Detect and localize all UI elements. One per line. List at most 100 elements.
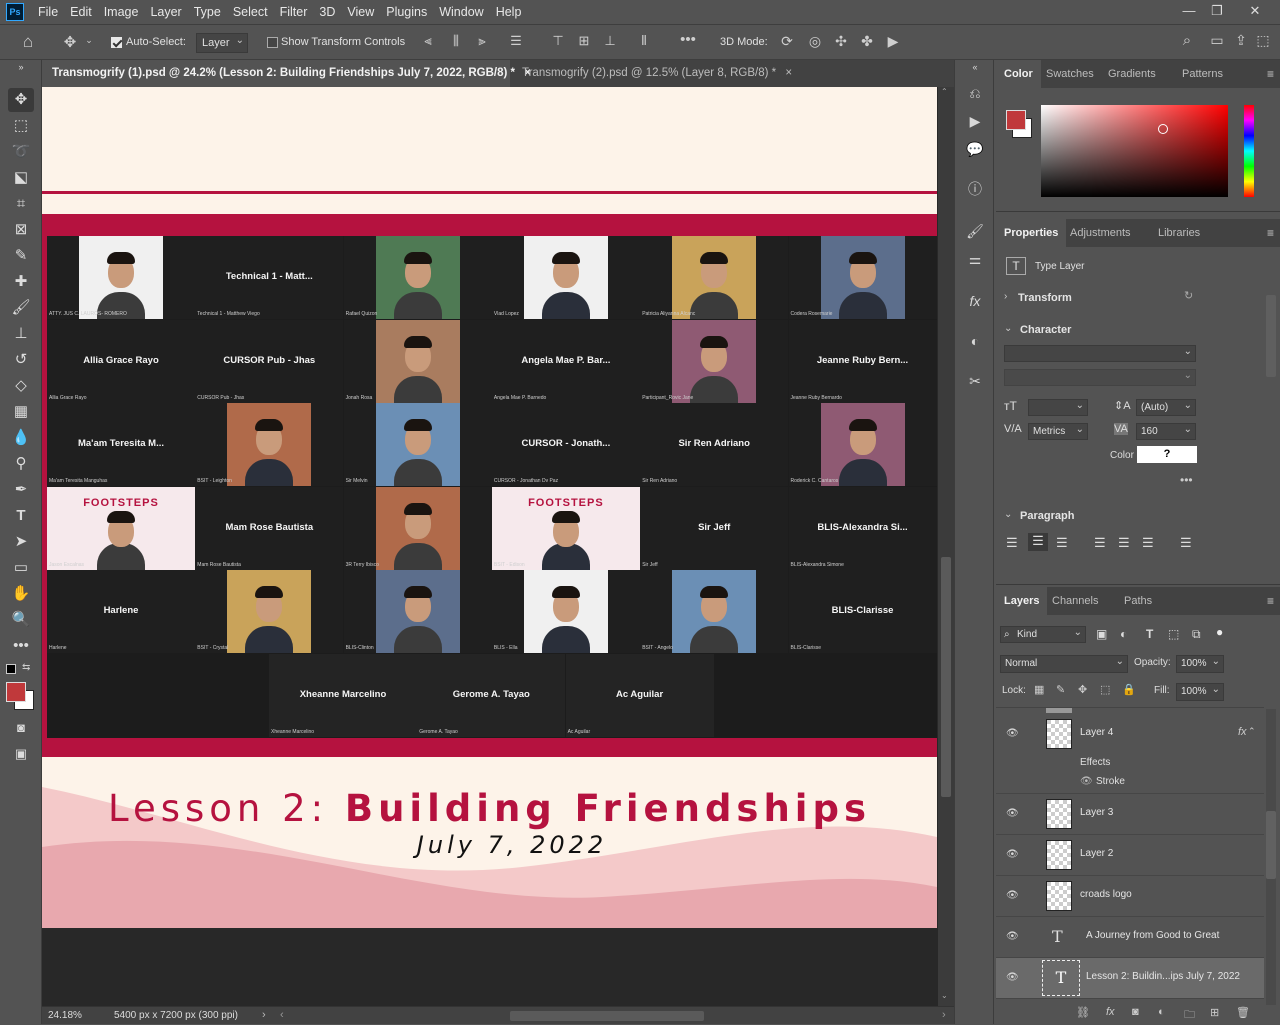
panel-menu-icon[interactable]: ≡: [1266, 67, 1274, 81]
properties-scroll-thumb[interactable]: [1266, 295, 1276, 377]
lasso-tool-icon[interactable]: ➰: [11, 143, 31, 160]
object-selection-icon[interactable]: ⬕: [13, 169, 29, 186]
visibility-eye-icon[interactable]: 👁: [1006, 808, 1019, 819]
foreground-color-swatch[interactable]: [6, 682, 26, 702]
move-tool-icon[interactable]: ✥: [8, 88, 34, 112]
filter-shape-icon[interactable]: ⬚: [1168, 627, 1180, 641]
filter-type-icon[interactable]: T: [1146, 627, 1154, 641]
marquee-tool-icon[interactable]: ⬚: [13, 117, 29, 134]
visibility-eye-icon[interactable]: 👁: [1006, 849, 1019, 860]
frame-icon[interactable]: ⬚: [1256, 32, 1270, 48]
fill-field[interactable]: 100%: [1176, 682, 1224, 701]
panel-menu-icon[interactable]: ≡: [1266, 594, 1274, 608]
hand-tool-icon[interactable]: ✋: [11, 585, 31, 602]
chevron-down-icon[interactable]: ⌄: [1004, 509, 1013, 520]
layer-row[interactable]: 👁 Layer 3: [996, 794, 1264, 835]
tools-cross-icon[interactable]: ✂: [969, 373, 981, 389]
tab-gradients[interactable]: Gradients: [1108, 68, 1156, 80]
menu-image[interactable]: Image: [103, 5, 139, 19]
new-layer-icon[interactable]: ⊞: [1210, 1007, 1220, 1019]
stroke-effect[interactable]: Stroke: [1096, 776, 1125, 787]
filter-kind-dropdown[interactable]: ⌕ Kind: [1000, 625, 1086, 643]
path-selection-icon[interactable]: ➤: [14, 533, 28, 550]
tab-channels[interactable]: Channels: [1052, 595, 1099, 607]
actions-play-icon[interactable]: ▶: [969, 113, 981, 129]
tab-layers[interactable]: Layers: [996, 587, 1048, 615]
menu-edit[interactable]: Edit: [70, 5, 92, 19]
tab-paths[interactable]: Paths: [1124, 595, 1153, 607]
zoom-level[interactable]: 24.18%: [48, 1010, 82, 1021]
menu-filter[interactable]: Filter: [279, 5, 308, 19]
new-group-icon[interactable]: 🗀: [1184, 1009, 1195, 1021]
close-window-icon[interactable]: ✕: [1249, 3, 1261, 18]
minimize-icon[interactable]: —: [1182, 3, 1196, 18]
delete-layer-icon[interactable]: 🗑: [1236, 1007, 1250, 1019]
font-style-dropdown[interactable]: [1004, 368, 1196, 386]
auto-select-dropdown[interactable]: Layer: [196, 32, 248, 53]
panel-menu-icon[interactable]: ≡: [1266, 226, 1274, 240]
search-icon[interactable]: ⌕: [1182, 32, 1192, 49]
clone-source-icon[interactable]: ◐: [970, 333, 980, 349]
menu-select[interactable]: Select: [232, 5, 268, 19]
comments-icon[interactable]: 💬: [966, 141, 984, 157]
menu-window[interactable]: Window: [439, 5, 484, 19]
tab-swatches[interactable]: Swatches: [1046, 68, 1094, 80]
filter-adjustment-icon[interactable]: ◐: [1120, 627, 1128, 641]
menu-help[interactable]: Help: [495, 5, 522, 19]
leading-field[interactable]: (Auto): [1136, 398, 1196, 416]
tab-color[interactable]: Color: [996, 60, 1041, 88]
tracking-field[interactable]: 160: [1136, 422, 1196, 440]
lock-artboard-icon[interactable]: ⬚: [1100, 684, 1111, 696]
align-right-icon[interactable]: ⫸: [478, 33, 486, 48]
workspace-icon[interactable]: ▭: [1210, 32, 1224, 48]
character-section[interactable]: Character: [1020, 324, 1072, 336]
align-left-icon[interactable]: ⫷: [424, 33, 432, 48]
collapse-icon[interactable]: »: [18, 62, 24, 72]
swap-colors-icon[interactable]: ⇆: [22, 662, 31, 673]
scroll-up-icon[interactable]: ⌃: [941, 87, 948, 96]
menu-file[interactable]: File: [38, 5, 59, 19]
menu-plugins[interactable]: Plugins: [386, 5, 428, 19]
menu-layer[interactable]: Layer: [150, 5, 182, 19]
eyedropper-icon[interactable]: ✎: [14, 247, 28, 264]
filter-pixel-icon[interactable]: ▣: [1096, 627, 1108, 641]
align-center-icon[interactable]: ⫼: [453, 33, 459, 48]
transform-section[interactable]: Transform: [1018, 292, 1072, 304]
kerning-field[interactable]: Metrics: [1028, 422, 1088, 440]
layer-row[interactable]: 👁 Layer 2: [996, 835, 1264, 876]
brushes-icon[interactable]: 🖌: [966, 223, 984, 239]
scroll-thumb[interactable]: [941, 557, 951, 797]
healing-brush-icon[interactable]: ✚: [14, 273, 28, 290]
horizontal-scroll-thumb[interactable]: [510, 1011, 704, 1021]
align-top-icon[interactable]: ⊤: [552, 33, 564, 48]
default-colors-icon[interactable]: [6, 664, 16, 674]
eraser-icon[interactable]: ◇: [15, 377, 27, 394]
lock-position-icon[interactable]: ✥: [1078, 684, 1088, 696]
chevron-up-icon[interactable]: ⌃: [1248, 726, 1256, 736]
filter-toggle-icon[interactable]: ●: [1216, 625, 1224, 639]
tab-patterns[interactable]: Patterns: [1182, 68, 1223, 80]
chevron-right-icon[interactable]: ›: [1004, 291, 1008, 302]
adjust-sliders-icon[interactable]: ⚌: [968, 251, 982, 267]
color-field[interactable]: [1041, 105, 1228, 197]
layers-scroll-thumb[interactable]: [1266, 811, 1276, 879]
rectangle-tool-icon[interactable]: ▭: [13, 559, 29, 576]
close-tab-icon[interactable]: ×: [785, 67, 793, 79]
blur-tool-icon[interactable]: 💧: [11, 429, 31, 446]
opacity-field[interactable]: 100%: [1176, 654, 1224, 673]
quick-mask-icon[interactable]: ◙: [17, 720, 25, 735]
tab-adjustments[interactable]: Adjustments: [1070, 227, 1131, 239]
more-options-icon[interactable]: •••: [1180, 473, 1193, 487]
fx-icon[interactable]: fx: [1238, 726, 1247, 738]
layer-row[interactable]: 👁 T A Journey from Good to Great: [996, 917, 1264, 958]
justify-center-icon[interactable]: ☰: [1118, 535, 1130, 550]
3d-roll-icon[interactable]: ◎: [808, 33, 822, 49]
gradient-tool-icon[interactable]: ▦: [13, 403, 29, 420]
add-mask-icon[interactable]: ◙: [1132, 1006, 1139, 1018]
justify-left-icon[interactable]: ☰: [1094, 535, 1106, 550]
lock-all-icon[interactable]: 🔒: [1122, 684, 1136, 696]
layer-row-selected[interactable]: 👁 T Lesson 2: Buildin...ips July 7, 2022: [996, 958, 1264, 999]
color-picker-ring[interactable]: [1158, 124, 1168, 134]
document-tab-inactive[interactable]: Transmogrify (2).psd @ 12.5% (Layer 8, R…: [512, 60, 802, 87]
document-canvas[interactable]: ATTY. JUS C. LAUROS- ROMERO Technical 1 -…: [42, 87, 937, 928]
